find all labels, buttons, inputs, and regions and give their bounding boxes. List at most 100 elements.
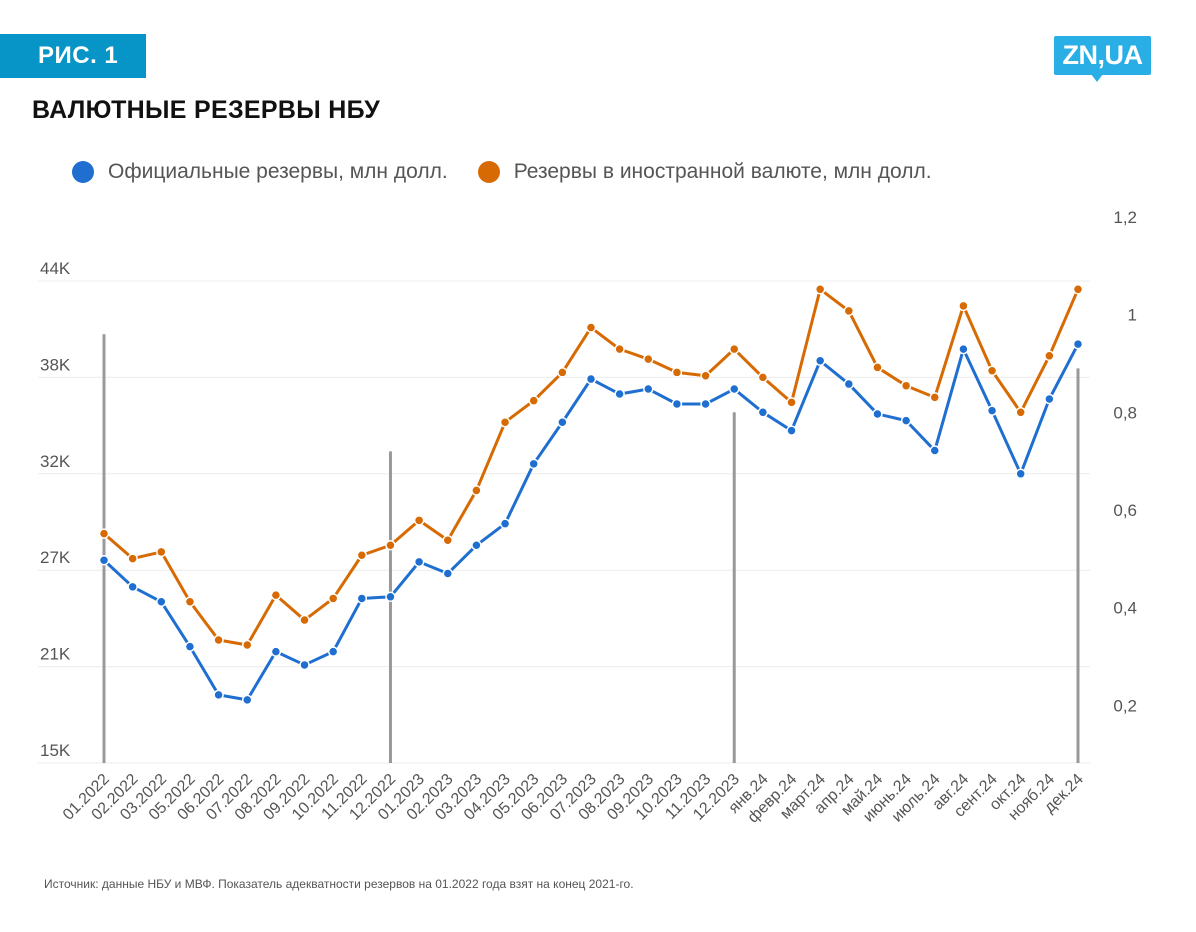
- data-point: [958, 343, 969, 355]
- right-axis-tick-label: 1: [1128, 306, 1137, 325]
- left-axis-tick-label: 27K: [40, 548, 71, 567]
- data-point: [1015, 468, 1026, 480]
- data-point: [614, 343, 625, 355]
- data-point: [156, 596, 167, 608]
- data-point: [1015, 407, 1026, 418]
- data-point: [184, 641, 196, 652]
- data-point: [585, 373, 597, 385]
- zn-ua-logo[interactable]: ZN,UA: [1054, 36, 1151, 75]
- right-axis-tick-label: 0,6: [1113, 501, 1137, 520]
- foreign-currency-reserves-line: [103, 287, 1080, 647]
- data-point: [1044, 350, 1055, 362]
- data-point: [814, 284, 826, 295]
- data-point: [442, 535, 454, 546]
- data-point: [557, 417, 568, 428]
- data-point: [1072, 338, 1084, 350]
- data-point: [442, 568, 454, 579]
- data-point: [614, 388, 625, 400]
- data-point: [98, 554, 110, 566]
- data-point: [156, 546, 167, 558]
- data-point: [986, 405, 998, 416]
- data-point: [728, 343, 740, 355]
- data-point: [213, 689, 224, 701]
- data-point: [356, 549, 368, 561]
- adequacy-bar: [102, 334, 106, 763]
- data-point: [786, 397, 797, 408]
- data-point: [671, 398, 683, 410]
- figure-label: РИС. 1: [0, 34, 146, 78]
- legend: Официальные резервы, млн долл. Резервы в…: [72, 160, 962, 184]
- adequacy-bar: [388, 451, 392, 763]
- legend-item-official[interactable]: Официальные резервы, млн долл.: [72, 160, 448, 184]
- data-point: [700, 398, 711, 410]
- data-point: [471, 485, 482, 496]
- data-point: [757, 372, 769, 383]
- logo-speech-tail-icon: [1091, 74, 1103, 82]
- data-point: [814, 355, 826, 367]
- data-point: [929, 392, 941, 403]
- data-point: [786, 425, 797, 436]
- right-axis-tick-label: 0,2: [1113, 696, 1137, 715]
- data-point: [872, 362, 883, 373]
- data-point: [299, 614, 310, 626]
- data-point: [270, 646, 282, 657]
- right-axis-tick-label: 0,8: [1113, 403, 1137, 422]
- right-axis-tick-label: 1,2: [1113, 208, 1137, 227]
- data-point: [127, 581, 138, 593]
- data-point: [929, 445, 941, 456]
- left-axis-tick-label: 15K: [40, 741, 71, 760]
- data-point: [471, 540, 482, 551]
- legend-dot-icon: [72, 161, 94, 183]
- data-point: [757, 407, 769, 418]
- data-point: [299, 659, 310, 671]
- data-point: [986, 365, 998, 377]
- data-point: [499, 417, 511, 428]
- legend-item-foreign-currency[interactable]: Резервы в иностранной валюте, млн долл.: [477, 160, 932, 184]
- data-point: [327, 593, 339, 604]
- left-axis-tick-label: 44K: [40, 259, 71, 278]
- right-axis-tick-label: 0,4: [1113, 599, 1137, 618]
- data-point: [184, 596, 196, 608]
- legend-dot-icon: [477, 161, 500, 183]
- data-point: [241, 639, 253, 651]
- data-point: [700, 370, 711, 381]
- data-point: [1072, 284, 1084, 295]
- chart-title: ВАЛЮТНЫЕ РЕЗЕРВЫ НБУ: [32, 96, 381, 124]
- data-point: [356, 593, 368, 604]
- data-point: [1044, 393, 1055, 405]
- data-point: [585, 322, 597, 333]
- data-point: [499, 518, 511, 529]
- data-point: [413, 515, 425, 526]
- data-point: [270, 589, 282, 601]
- data-point: [98, 528, 110, 539]
- data-point: [900, 380, 912, 391]
- data-point: [385, 540, 396, 551]
- data-point: [557, 367, 568, 378]
- adequacy-bar: [732, 412, 736, 763]
- source-note: Источник: данные НБУ и МВФ. Показатель а…: [44, 877, 634, 891]
- data-point: [643, 383, 654, 395]
- data-point: [900, 415, 912, 426]
- data-point: [958, 300, 969, 312]
- data-point: [643, 353, 654, 365]
- left-axis-tick-label: 21K: [40, 645, 71, 664]
- adequacy-bar: [1076, 368, 1080, 763]
- data-point: [872, 408, 883, 420]
- data-point: [528, 458, 539, 470]
- data-point: [528, 395, 539, 406]
- data-point: [213, 634, 224, 646]
- data-point: [327, 646, 339, 657]
- data-point: [413, 556, 425, 568]
- data-point: [127, 553, 138, 564]
- legend-label: Официальные резервы, млн долл.: [108, 160, 448, 183]
- data-point: [843, 378, 855, 390]
- data-point: [385, 591, 396, 603]
- data-point: [671, 367, 683, 378]
- data-point: [241, 694, 253, 706]
- legend-label: Резервы в иностранной валюте, млн долл.: [513, 160, 932, 183]
- data-point: [728, 383, 740, 395]
- left-axis-tick-label: 32K: [40, 452, 71, 471]
- data-point: [843, 305, 855, 317]
- left-axis-tick-label: 38K: [40, 355, 71, 374]
